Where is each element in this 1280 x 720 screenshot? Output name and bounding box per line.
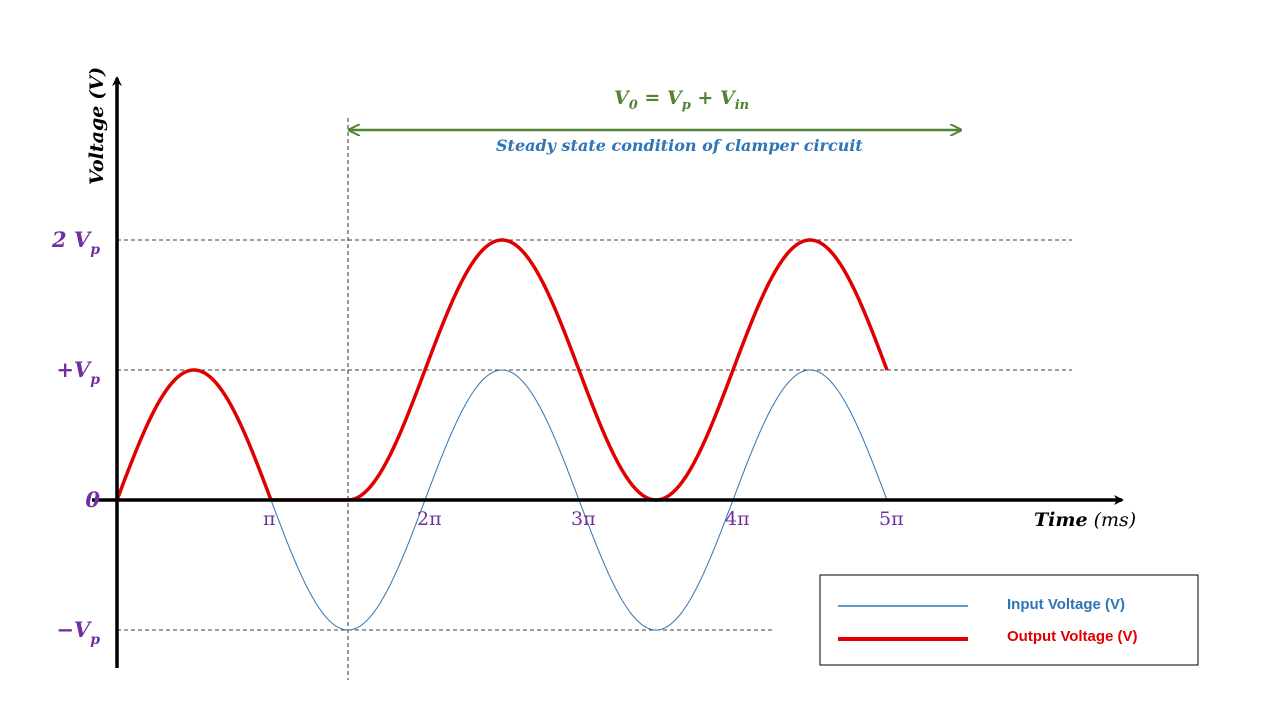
y-tick-label: 0 <box>85 487 100 512</box>
x-tick-label: 3π <box>571 508 596 530</box>
x-axis-title: Time (ms) <box>1034 509 1136 531</box>
x-axis-title-unit: (ms) <box>1094 509 1137 531</box>
legend-label-input: Input Voltage (V) <box>1007 596 1125 613</box>
y-tick-main: 0 <box>85 487 100 512</box>
tick-labels: π 2π 3π 4π 5π2 Vp+Vp0−Vp <box>51 227 904 648</box>
y-tick-sub: p <box>90 242 100 258</box>
steady-state-label: Steady state condition of clamper circui… <box>496 136 863 155</box>
eq-rest-2: + V <box>691 87 737 109</box>
series-layer <box>115 238 889 631</box>
y-axis-title-main: Voltage <box>86 106 108 185</box>
eq-sub-in: in <box>735 98 749 113</box>
y-tick-sub: p <box>90 372 100 388</box>
reference-lines <box>117 118 1072 680</box>
eq-sub-0: 0 <box>629 98 638 113</box>
y-axis-title-unit: (V) <box>86 67 108 100</box>
x-tick-label: 2π <box>417 508 442 530</box>
y-tick-label: −Vp <box>56 617 100 648</box>
legend-label-output: Output Voltage (V) <box>1007 628 1138 645</box>
x-tick-label: 4π <box>725 508 750 530</box>
y-tick-main: 2 V <box>51 227 93 252</box>
legend-box <box>819 574 1199 666</box>
y-tick-label: +Vp <box>56 357 100 388</box>
x-axis-title-main: Time <box>1034 509 1088 531</box>
equation-label: V0 = Vp + Vin <box>614 87 749 113</box>
y-tick-sub: p <box>90 632 100 648</box>
y-tick-main: +V <box>56 357 93 382</box>
eq-v: V <box>614 87 631 109</box>
y-tick-main: −V <box>56 617 93 642</box>
eq-rest-1: = V <box>638 87 684 109</box>
x-tick-label: π <box>263 508 276 530</box>
y-axis-title: Voltage (V) <box>86 67 108 185</box>
series-output-line <box>115 238 889 502</box>
legend: Input Voltage (V) Output Voltage (V) <box>819 574 1199 666</box>
y-tick-label: 2 Vp <box>51 227 100 258</box>
x-tick-label: 5π <box>879 508 904 530</box>
eq-sub-p: p <box>682 98 691 113</box>
